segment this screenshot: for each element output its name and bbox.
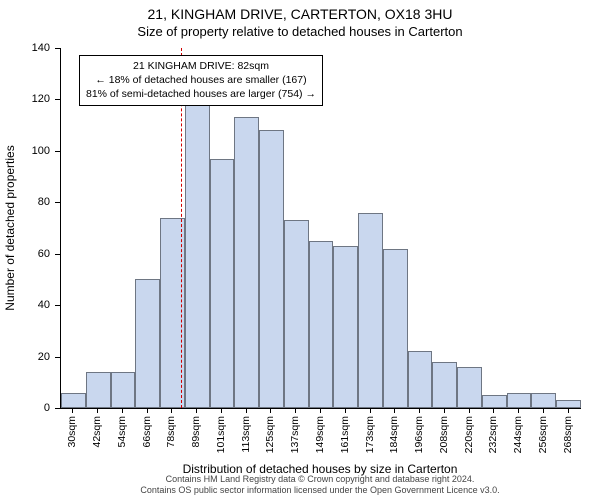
x-tick-mark [444,408,445,413]
x-tick-mark [419,408,420,413]
x-tick-label: 244sqm [512,416,524,453]
x-tick-mark [543,408,544,413]
x-tick-label: 89sqm [190,416,202,448]
histogram-bar [556,400,581,408]
x-tick-label: 54sqm [116,416,128,448]
chart-subtitle: Size of property relative to detached ho… [0,24,600,39]
y-tick-label: 60 [0,248,50,260]
histogram-bar [111,372,136,408]
x-tick-label: 137sqm [289,416,301,453]
x-tick-label: 208sqm [438,416,450,453]
histogram-chart: 21, KINGHAM DRIVE, CARTERTON, OX18 3HU S… [0,0,600,500]
y-axis-label: Number of detached properties [3,145,17,310]
x-tick-label: 30sqm [66,416,78,448]
x-tick-label: 101sqm [215,416,227,453]
x-tick-mark [72,408,73,413]
histogram-bar [135,279,160,408]
x-tick-mark [370,408,371,413]
histogram-bar [309,241,334,408]
x-tick-mark [97,408,98,413]
y-tick-mark [55,151,60,152]
x-tick-label: 220sqm [463,416,475,453]
histogram-bar [482,395,507,408]
histogram-bar [507,393,532,408]
histogram-bar [333,246,358,408]
histogram-bar [457,367,482,408]
x-tick-label: 196sqm [413,416,425,453]
x-tick-label: 256sqm [537,416,549,453]
x-tick-label: 113sqm [240,416,252,453]
x-tick-mark [469,408,470,413]
x-tick-mark [320,408,321,413]
x-tick-mark [518,408,519,413]
annotation-line-2: ← 18% of detached houses are smaller (16… [86,73,316,87]
histogram-bar [259,130,284,408]
histogram-bar [185,99,210,408]
x-tick-label: 232sqm [487,416,499,453]
histogram-bar [432,362,457,408]
x-tick-mark [246,408,247,413]
x-tick-mark [221,408,222,413]
y-tick-label: 20 [0,351,50,363]
histogram-bar [284,220,309,408]
histogram-bar [234,117,259,408]
y-tick-mark [55,408,60,409]
x-tick-label: 184sqm [388,416,400,453]
annotation-line-3: 81% of semi-detached houses are larger (… [86,87,316,101]
histogram-bar [358,213,383,408]
annotation-line-1: 21 KINGHAM DRIVE: 82sqm [86,59,316,73]
x-tick-label: 125sqm [264,416,276,453]
y-tick-mark [55,99,60,100]
x-tick-label: 161sqm [339,416,351,453]
y-tick-label: 100 [0,145,50,157]
plot-area: 21 KINGHAM DRIVE: 82sqm← 18% of detached… [60,48,581,409]
histogram-bar [531,393,556,408]
y-tick-mark [55,305,60,306]
histogram-bar [61,393,86,408]
histogram-bar [210,159,235,408]
footer-attribution: Contains HM Land Registry data © Crown c… [60,474,580,497]
y-tick-mark [55,357,60,358]
annotation-box: 21 KINGHAM DRIVE: 82sqm← 18% of detached… [79,55,323,106]
y-tick-mark [55,254,60,255]
y-tick-label: 120 [0,93,50,105]
histogram-bar [383,249,408,408]
x-tick-label: 268sqm [562,416,574,453]
x-tick-mark [345,408,346,413]
x-tick-label: 66sqm [141,416,153,448]
x-tick-mark [171,408,172,413]
x-tick-mark [394,408,395,413]
y-tick-label: 40 [0,299,50,311]
footer-line-2: Contains OS public sector information li… [60,485,580,496]
x-tick-label: 149sqm [314,416,326,453]
x-tick-mark [122,408,123,413]
x-tick-mark [568,408,569,413]
chart-title: 21, KINGHAM DRIVE, CARTERTON, OX18 3HU [0,6,600,22]
x-tick-mark [270,408,271,413]
footer-line-1: Contains HM Land Registry data © Crown c… [60,474,580,485]
x-tick-label: 78sqm [165,416,177,448]
y-tick-label: 80 [0,196,50,208]
x-tick-mark [295,408,296,413]
y-tick-label: 140 [0,42,50,54]
y-tick-mark [55,48,60,49]
histogram-bar [408,351,433,408]
x-tick-mark [493,408,494,413]
y-tick-label: 0 [0,402,50,414]
y-tick-mark [55,202,60,203]
x-tick-mark [196,408,197,413]
x-tick-label: 42sqm [91,416,103,448]
histogram-bar [86,372,111,408]
x-tick-mark [147,408,148,413]
x-tick-label: 173sqm [364,416,376,453]
